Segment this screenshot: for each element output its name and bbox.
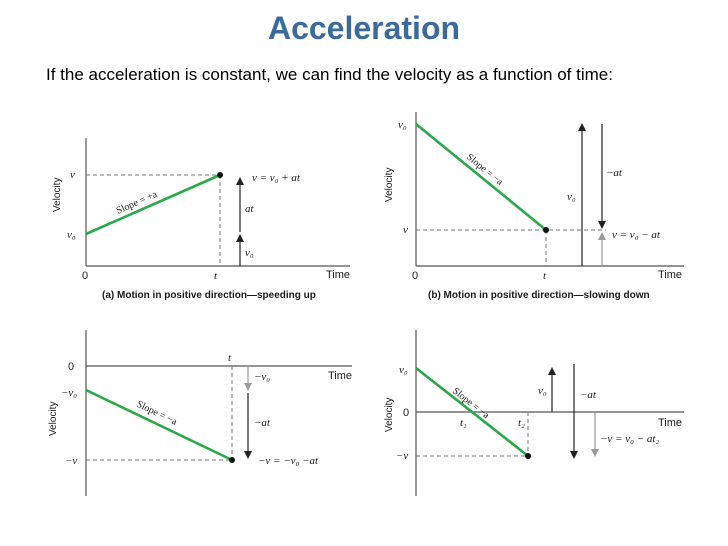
panel-c-velocity-label: Velocity (48, 402, 59, 436)
panel-a-t-label: t (214, 270, 218, 282)
panel-d-t2-label: t₂ (518, 417, 525, 429)
panel-a-time-label: Time (326, 269, 350, 281)
panel-c-end-point (229, 457, 235, 463)
panel-a-velocity-label: Velocity (52, 178, 63, 212)
panel-c-velocity-line (85, 388, 233, 462)
panel-d-velocity-line (415, 366, 529, 458)
panel-b-neg-at-label: −at (606, 167, 623, 179)
panel-a-equation: v = v₀ + at (252, 172, 301, 184)
panel-d-velocity-label: Velocity (384, 398, 395, 432)
panel-d-t1-label: t₁ (460, 417, 467, 429)
panel-d-neg-at-label: −at (580, 389, 597, 401)
panel-b-caption: (b) Motion in positive direction—slowing… (428, 290, 650, 301)
slide-subtitle: If the acceleration is constant, we can … (46, 65, 613, 84)
panel-c: Velocity Time 0 t −v₀ −v Slope = −a −v₀ … (48, 330, 352, 496)
panel-d-v0-arrow-label: v₀ (538, 385, 547, 397)
panel-c-neg-v0-arrow-label: −v₀ (254, 371, 270, 383)
panel-c-neg-at-label: −at (254, 417, 271, 429)
panel-b-velocity-label: Velocity (384, 168, 395, 202)
panel-b: Velocity Time 0 t v₀ v Slope = −a v₀ −at… (384, 112, 684, 301)
panel-a-velocity-line (85, 173, 221, 236)
panel-a-origin-label: 0 (82, 270, 88, 282)
panel-b-end-point (543, 227, 549, 233)
panel-a-v0-label: v₀ (67, 229, 76, 241)
panel-a-v0-arrow-label: v₀ (245, 247, 254, 259)
panel-b-v0-label: v₀ (398, 119, 407, 131)
panel-d-v0-label: v₀ (399, 364, 408, 376)
panel-c-zero-label: 0 (68, 361, 74, 373)
panel-c-t-label: t (228, 352, 232, 364)
panel-a-caption: (a) Motion in positive direction—speedin… (102, 290, 316, 301)
panel-d-zero-label: 0 (403, 407, 409, 419)
panel-c-time-label: Time (328, 370, 352, 382)
panel-d: Velocity Time 0 v₀ −v t₁ t₂ Slope = −a v… (384, 330, 684, 496)
panel-d-time-label: Time (658, 417, 682, 429)
panel-c-neg-v-label: −v (65, 455, 77, 467)
panel-a-at-label: at (245, 203, 255, 215)
panel-b-origin-label: 0 (412, 270, 418, 282)
panel-d-end-point (525, 453, 531, 459)
panel-a-end-point (217, 172, 223, 178)
panel-d-neg-v-label: −v (396, 450, 408, 462)
panel-d-slope-label: Slope = −a (450, 386, 491, 422)
panel-b-v0-arrow-label: v₀ (567, 191, 576, 203)
panel-b-time-label: Time (658, 269, 682, 281)
panel-c-neg-v0-label: −v₀ (61, 387, 77, 399)
panel-a: Velocity Time 0 t v v₀ Slope = +a v = v₀… (52, 138, 350, 301)
panel-d-equation: −v = v₀ − at₂ (600, 433, 659, 445)
panel-c-equation: −v = −v₀ −at (258, 455, 319, 467)
panel-a-v-label: v (70, 169, 75, 181)
panel-b-v-label: v (403, 224, 408, 236)
panel-b-equation: v = v₀ − at (612, 229, 661, 241)
panel-b-velocity-line (415, 122, 547, 232)
slide-title: Acceleration (267, 10, 461, 46)
panel-b-t-label: t (543, 270, 547, 282)
